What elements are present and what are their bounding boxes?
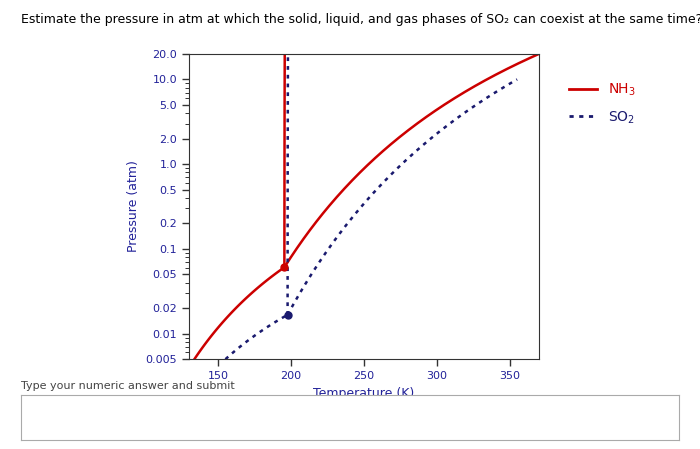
X-axis label: Temperature (K): Temperature (K) [314,387,414,400]
Text: Estimate the pressure in atm at which the solid, liquid, and gas phases of SO₂ c: Estimate the pressure in atm at which th… [21,13,700,26]
Legend: NH$_3$, SO$_2$: NH$_3$, SO$_2$ [564,76,641,131]
Y-axis label: Pressure (atm): Pressure (atm) [127,161,140,252]
Text: Type your numeric answer and submit: Type your numeric answer and submit [21,381,235,391]
